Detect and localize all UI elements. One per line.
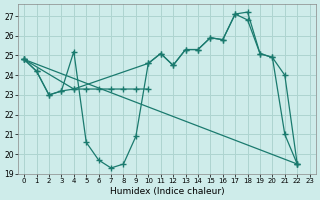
X-axis label: Humidex (Indice chaleur): Humidex (Indice chaleur) — [109, 187, 224, 196]
